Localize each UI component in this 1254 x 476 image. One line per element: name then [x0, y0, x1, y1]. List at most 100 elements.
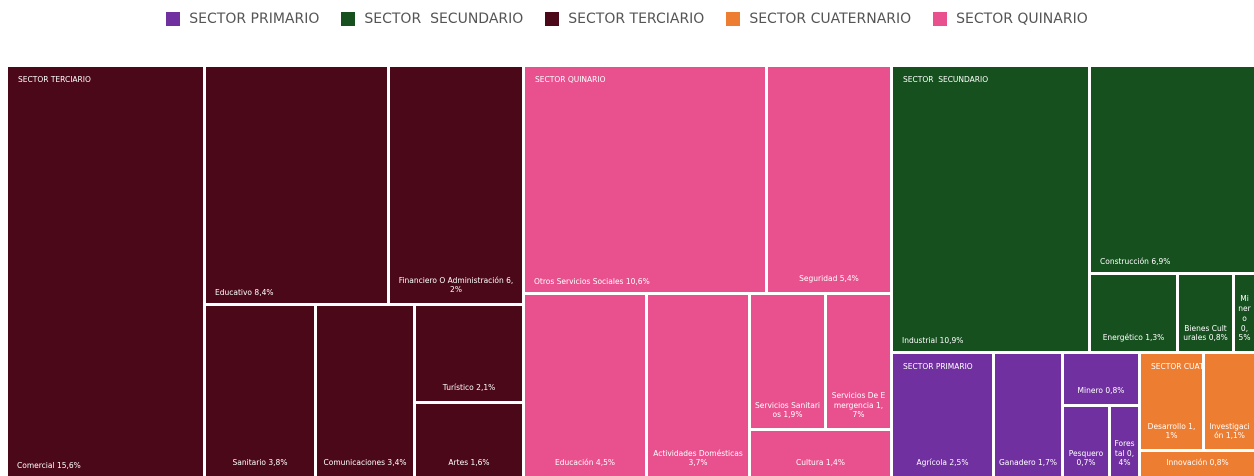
- legend-swatch: [341, 12, 356, 26]
- treemap-cell: Bienes Culturales 0,8%: [1179, 275, 1232, 351]
- category-name: Turístico: [442, 383, 474, 393]
- value-label: 1,7%: [1037, 458, 1058, 468]
- category-name: Sanitario: [232, 458, 267, 468]
- treemap-cell: SECTOR TERCIARIO Comercial 15,6%: [8, 67, 203, 476]
- treemap-cell: SECTOR CUATERNARIO Desarrollo 1,1%: [1141, 354, 1202, 449]
- value-label: 0,8%: [1105, 386, 1125, 396]
- cell-label: Servicios De Emergencia 1,7%: [830, 391, 887, 420]
- cell-label: Minero 0,8%: [1067, 386, 1135, 396]
- category-name: Innovación: [1166, 458, 1208, 468]
- category-name: Educativo: [215, 288, 253, 298]
- treemap-cell: Servicios Sanitarios 1,9%: [751, 295, 824, 428]
- cell-label: Minero 0,5%: [1238, 294, 1251, 343]
- cell-label: Bienes Culturales 0,8%: [1182, 324, 1229, 344]
- treemap-cell: Actividades Domésticas 3,7%: [648, 295, 748, 476]
- category-name: Pesquero: [1068, 448, 1104, 458]
- category-name: Financiero O Administración: [398, 275, 504, 285]
- group-label: SECTOR SECUNDARIO: [903, 75, 989, 84]
- cell-label: Energético 1,3%: [1094, 333, 1173, 343]
- cell-label: Agrícola 2,5%: [896, 458, 989, 468]
- category-name: Energético: [1102, 333, 1143, 343]
- category-name: Comunicaciones: [323, 458, 386, 468]
- value-label: 6,2%: [450, 275, 514, 295]
- cell-label: Forestal 0,4%: [1114, 439, 1135, 468]
- value-label: 1,6%: [470, 458, 490, 468]
- value-label: 4,5%: [595, 458, 615, 468]
- legend-label: SECTOR QUINARIO: [956, 11, 1088, 27]
- value-label: 0,5%: [1238, 323, 1251, 343]
- legend-swatch: [933, 12, 948, 26]
- cell-label: Financiero O Administración 6,2%: [393, 276, 519, 296]
- cell-label: Comercial 15,6%: [17, 461, 199, 471]
- cell-label: Comunicaciones 3,4%: [320, 458, 410, 468]
- category-name: Servicios De Emergencia: [831, 390, 886, 410]
- category-name: Agrícola: [916, 458, 947, 468]
- category-name: Bienes Culturales: [1183, 323, 1227, 343]
- legend-label: SECTOR SECUNDARIO: [364, 11, 524, 27]
- value-label: 15,6%: [56, 461, 81, 471]
- legend-item: SECTOR CUATERNARIO: [726, 11, 911, 27]
- treemap-cell: Financiero O Administración 6,2%: [390, 67, 522, 303]
- cell-label: Pesquero 0,7%: [1067, 449, 1105, 469]
- cell-label: Construcción 6,9%: [1100, 257, 1250, 267]
- value-label: 3,4%: [387, 458, 407, 468]
- cell-label: Turístico 2,1%: [419, 383, 519, 393]
- cell-label: Educativo 8,4%: [215, 288, 383, 298]
- treemap-cell: Forestal 0,4%: [1111, 407, 1138, 476]
- cell-label: Desarrollo 1,1%: [1144, 422, 1199, 442]
- legend-swatch: [545, 12, 560, 26]
- value-label: 1,7%: [852, 400, 884, 420]
- cell-label: Ganadero 1,7%: [998, 458, 1058, 468]
- value-label: 0,7%: [1076, 458, 1096, 468]
- legend-item: SECTOR PRIMARIO: [166, 11, 319, 27]
- legend-item: SECTOR TERCIARIO: [545, 11, 704, 27]
- value-label: 5,4%: [839, 274, 859, 284]
- treemap-cell: Educación 4,5%: [525, 295, 645, 476]
- category-name: Minero: [1238, 294, 1251, 323]
- cell-label: Investigación 1,1%: [1208, 422, 1251, 442]
- cell-label: Cultura 1,4%: [754, 458, 887, 468]
- cell-label: Seguridad 5,4%: [771, 274, 887, 284]
- treemap-cell: Energético 1,3%: [1091, 275, 1176, 351]
- legend-label: SECTOR CUATERNARIO: [749, 11, 912, 27]
- treemap-cell: SECTOR QUINARIO Otros Servicios Sociales …: [525, 67, 765, 292]
- treemap-cell: Pesquero 0,7%: [1064, 407, 1108, 476]
- category-name: Ganadero: [998, 458, 1036, 468]
- treemap-cell: Sanitario 3,8%: [206, 306, 314, 476]
- treemap-cell: Ganadero 1,7%: [995, 354, 1061, 476]
- category-name: Industrial: [902, 336, 938, 346]
- cell-label: Educación 4,5%: [528, 458, 642, 468]
- legend-label: SECTOR PRIMARIO: [189, 11, 320, 27]
- value-label: 0,4%: [1118, 448, 1135, 468]
- cell-label: Artes 1,6%: [419, 458, 519, 468]
- treemap-cell: Construcción 6,9%: [1091, 67, 1254, 272]
- value-label: 1,9%: [783, 410, 803, 420]
- category-name: Forestal: [1114, 438, 1135, 458]
- category-name: Servicios Sanitarios: [755, 400, 820, 420]
- legend-item: SECTOR SECUNDARIO: [341, 11, 523, 27]
- value-label: 3,8%: [268, 458, 288, 468]
- treemap-cell: Innovación 0,8%: [1141, 452, 1254, 476]
- legend-label: SECTOR TERCIARIO: [568, 11, 705, 27]
- treemap-cell: SECTOR PRIMARIO Agrícola 2,5%: [893, 354, 992, 476]
- treemap-cell: Turístico 2,1%: [416, 306, 522, 401]
- cell-label: Industrial 10,9%: [902, 336, 1084, 346]
- value-label: 10,6%: [625, 277, 650, 287]
- group-label: SECTOR QUINARIO: [535, 75, 606, 84]
- value-label: 1,4%: [825, 458, 845, 468]
- category-name: Artes: [448, 458, 469, 468]
- value-label: 8,4%: [254, 288, 274, 298]
- category-name: Desarrollo: [1147, 421, 1186, 431]
- cell-label: Sanitario 3,8%: [209, 458, 311, 468]
- cell-label: Actividades Domésticas 3,7%: [651, 449, 745, 469]
- category-name: Seguridad: [799, 274, 838, 284]
- treemap-cell: Artes 1,6%: [416, 404, 522, 476]
- group-label: SECTOR PRIMARIO: [903, 362, 973, 371]
- value-label: 1,3%: [1145, 333, 1165, 343]
- treemap-cell: Minero 0,8%: [1064, 354, 1138, 404]
- group-label: SECTOR TERCIARIO: [18, 75, 91, 84]
- legend-swatch: [166, 12, 181, 26]
- treemap-cell: Minero 0,5%: [1235, 275, 1254, 351]
- category-name: Comercial: [17, 461, 55, 471]
